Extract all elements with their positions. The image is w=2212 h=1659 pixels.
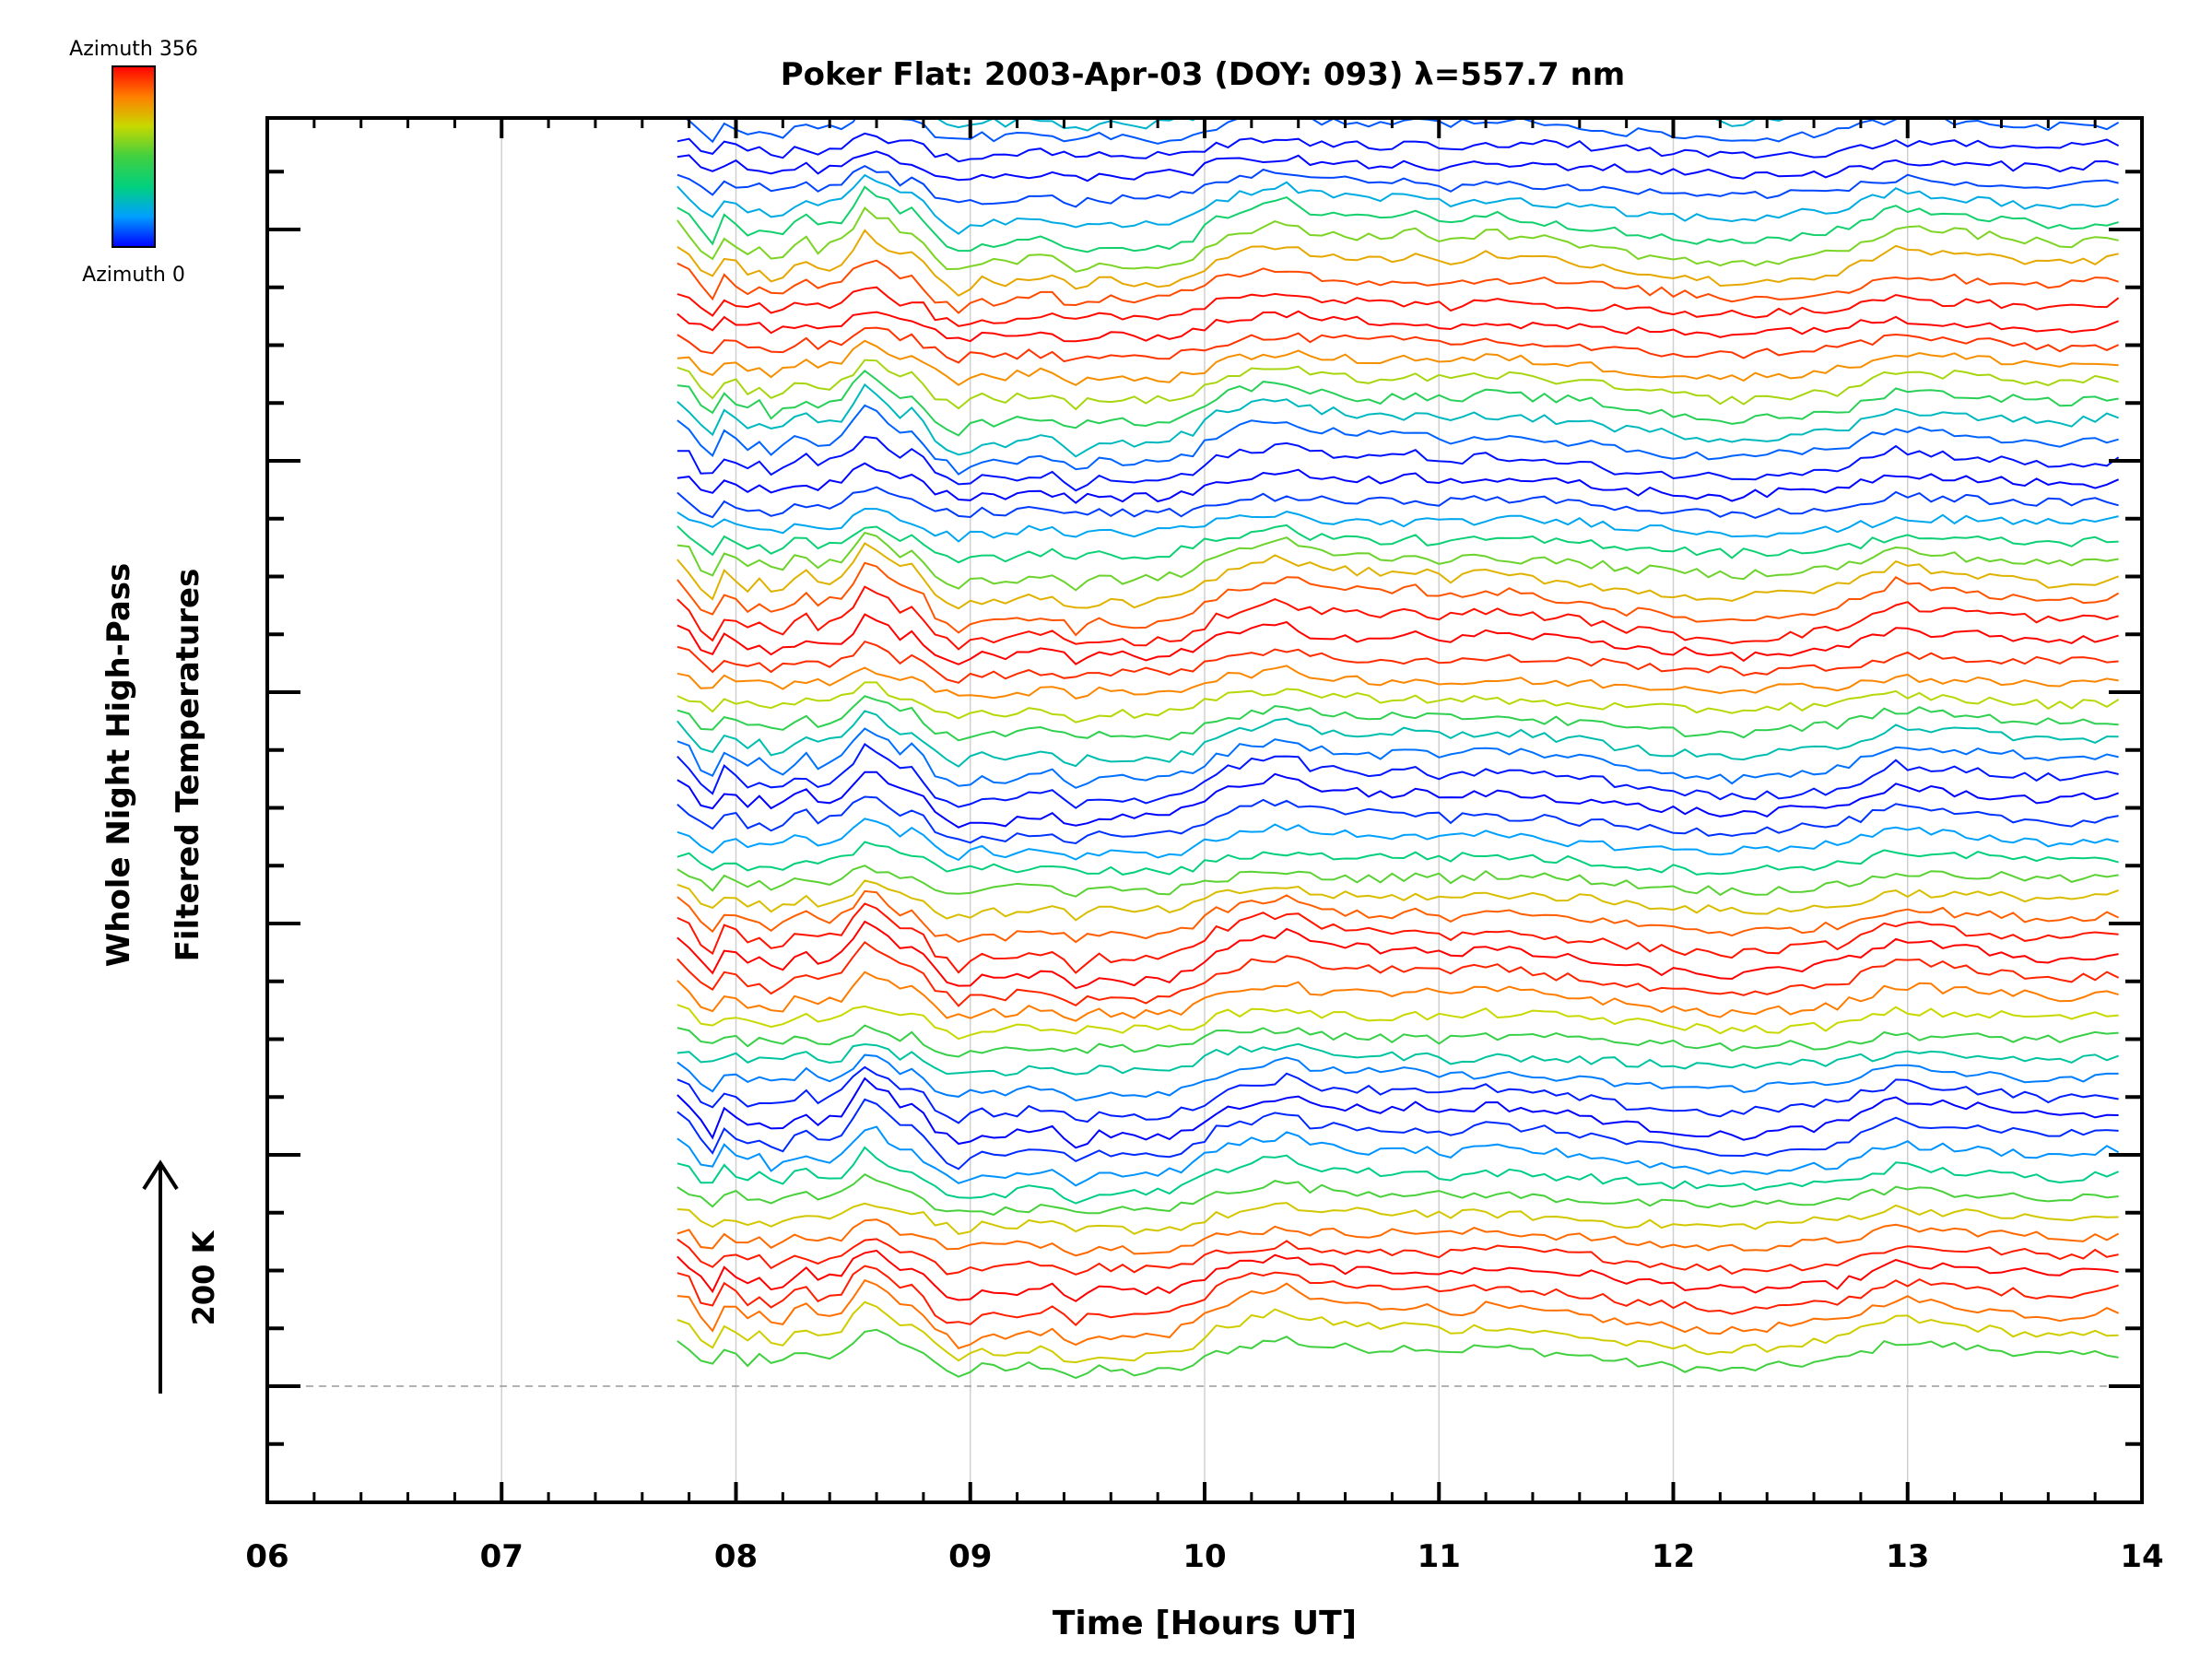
colorbar xyxy=(112,65,156,248)
series-line xyxy=(677,1278,2120,1349)
grid xyxy=(267,118,2142,1502)
scale-arrow xyxy=(142,1159,179,1394)
series-line xyxy=(677,613,2119,665)
series-line xyxy=(677,404,2119,476)
series-line xyxy=(677,369,2119,437)
x-tick-label: 11 xyxy=(1418,1538,1461,1575)
series-line xyxy=(677,1077,2119,1149)
series-line xyxy=(677,382,2119,458)
colorbar-top-label: Azimuth 356 xyxy=(69,38,198,61)
series-line xyxy=(677,1172,2119,1217)
y-axis-label-line1: Whole Night High-Pass xyxy=(100,563,137,968)
series-line xyxy=(677,681,2120,724)
series-line xyxy=(677,435,2120,492)
series-line xyxy=(677,1004,2119,1041)
series-line xyxy=(677,743,2119,809)
series-line xyxy=(677,286,2120,327)
series-line xyxy=(677,1098,2119,1171)
series-line xyxy=(677,920,2119,990)
series-line xyxy=(677,795,2119,845)
scale-label: 200 K xyxy=(186,1230,221,1325)
x-tick-label: 14 xyxy=(2120,1538,2163,1575)
x-tick-label: 10 xyxy=(1182,1538,1226,1575)
series-line xyxy=(677,841,2119,876)
series-line xyxy=(677,339,2119,386)
x-tick-label: 13 xyxy=(1886,1538,1929,1575)
series-line xyxy=(677,879,2119,922)
series-line xyxy=(677,971,2119,1022)
series-line xyxy=(677,359,2119,411)
series-line xyxy=(677,1218,2120,1257)
series-line xyxy=(682,118,2120,145)
series-line xyxy=(677,561,2120,637)
chart-title: Poker Flat: 2003-Apr-03 (DOY: 093) λ=557… xyxy=(781,56,1626,93)
series-line xyxy=(677,310,2119,343)
series-line xyxy=(677,665,2119,700)
series-line xyxy=(677,206,2119,273)
series-line xyxy=(677,507,2119,543)
x-axis-label: Time [Hours UT] xyxy=(1053,1605,1357,1642)
series-line xyxy=(677,1328,2119,1380)
series-line xyxy=(677,229,2119,298)
x-tick-label: 12 xyxy=(1652,1538,1695,1575)
series-line xyxy=(677,640,2119,684)
series-line xyxy=(677,902,2119,974)
series-line xyxy=(677,1300,2119,1364)
x-tick-label: 08 xyxy=(714,1538,758,1575)
x-tick-label: 06 xyxy=(245,1538,288,1575)
series-line xyxy=(677,462,2120,504)
series-line xyxy=(677,695,2119,742)
series-line xyxy=(677,889,2120,944)
x-tick-label: 07 xyxy=(480,1538,524,1575)
series-line xyxy=(677,132,2120,163)
series-line xyxy=(677,865,2119,898)
series-line xyxy=(677,173,2120,235)
series-line xyxy=(677,1053,2119,1102)
series-line xyxy=(677,818,2119,862)
series-line xyxy=(677,164,2119,208)
series-line xyxy=(677,771,2119,829)
series-line xyxy=(677,259,2119,314)
series-line xyxy=(677,542,2119,610)
series-line xyxy=(677,185,2119,253)
series-line xyxy=(677,524,2119,564)
series-line xyxy=(677,326,2120,364)
series-line xyxy=(677,1146,2119,1205)
series-line xyxy=(677,150,2119,182)
series-line xyxy=(677,1202,2119,1235)
series-line xyxy=(677,1125,2120,1187)
series-line xyxy=(677,531,2119,592)
series-line xyxy=(677,486,2119,519)
series-line xyxy=(677,585,2119,651)
series-line xyxy=(677,1042,2119,1077)
series-line xyxy=(677,1065,2119,1124)
series-line xyxy=(677,710,2119,768)
colorbar-bottom-label: Azimuth 0 xyxy=(82,264,185,287)
y-axis-label-line2: Filtered Temperatures xyxy=(170,569,206,962)
series-line xyxy=(677,1238,2119,1276)
series-line xyxy=(677,940,2120,1007)
x-tick-label: 09 xyxy=(948,1538,992,1575)
series-line xyxy=(677,1249,2119,1302)
series-line xyxy=(677,1024,2119,1058)
axis-ticks: 06 07 08 09 10 11 12 13 14 xyxy=(245,118,2164,1575)
series-line xyxy=(677,1265,2119,1326)
traces xyxy=(677,118,2120,1380)
series-line xyxy=(677,727,2119,789)
